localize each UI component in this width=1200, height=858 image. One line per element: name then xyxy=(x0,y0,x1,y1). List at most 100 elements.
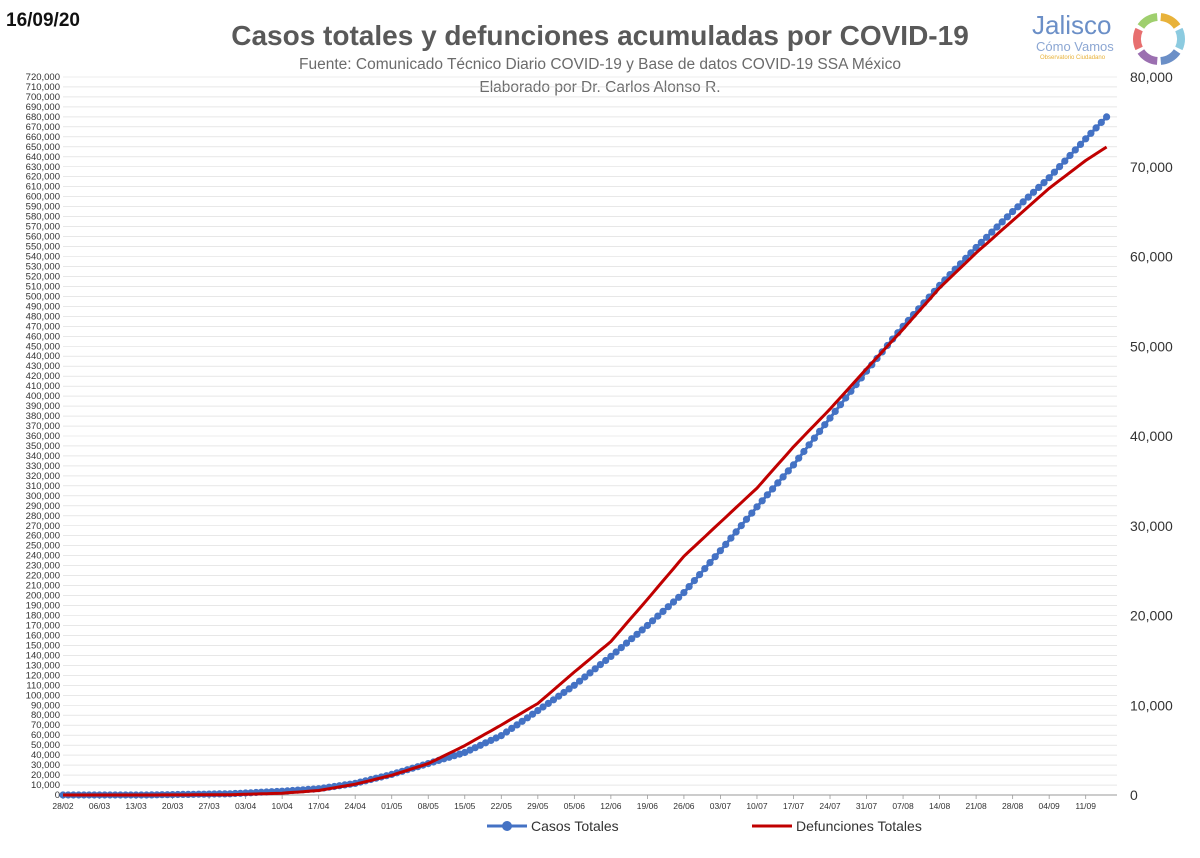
axes: 010,00020,00030,00040,00050,00060,00070,… xyxy=(26,69,1173,811)
y-left-tick-label: 470,000 xyxy=(26,321,60,332)
x-tick-label: 12/06 xyxy=(600,801,622,811)
x-tick-label: 21/08 xyxy=(965,801,987,811)
x-tick-label: 04/09 xyxy=(1039,801,1061,811)
y-left-tick-label: 320,000 xyxy=(26,471,60,482)
y-right-tick-label: 60,000 xyxy=(1130,249,1173,265)
data-point-casos-totales xyxy=(977,238,985,246)
data-point-casos-totales xyxy=(654,612,662,620)
y-left-tick-label: 240,000 xyxy=(26,551,60,562)
logo-ring-segment xyxy=(1160,13,1181,30)
y-left-tick-label: 680,000 xyxy=(26,112,60,123)
data-point-casos-totales xyxy=(607,652,615,661)
data-point-casos-totales xyxy=(805,441,813,449)
y-left-tick-label: 670,000 xyxy=(26,122,60,133)
series xyxy=(59,113,1111,799)
y-right-tick-label: 10,000 xyxy=(1130,697,1173,713)
y-left-tick-label: 260,000 xyxy=(26,531,60,542)
y-left-tick-label: 390,000 xyxy=(26,401,60,412)
x-tick-label: 15/05 xyxy=(454,801,476,811)
x-tick-label: 19/06 xyxy=(637,801,659,811)
data-point-casos-totales xyxy=(753,503,761,511)
y-left-tick-label: 300,000 xyxy=(26,491,60,502)
y-left-tick-label: 610,000 xyxy=(26,182,60,193)
jalisco-como-vamos-logo: Jalisco Cómo Vamos Observatorio Ciudadan… xyxy=(1018,6,1196,66)
data-point-casos-totales xyxy=(1014,203,1022,211)
y-left-tick-label: 560,000 xyxy=(26,232,60,243)
x-tick-label: 31/07 xyxy=(856,801,878,811)
x-tick-label: 11/09 xyxy=(1075,801,1096,811)
y-left-tick-label: 440,000 xyxy=(26,351,60,362)
data-point-casos-totales xyxy=(1103,113,1111,121)
data-point-casos-totales xyxy=(617,644,625,652)
x-tick-label: 10/07 xyxy=(746,801,768,811)
logo-ring-icon xyxy=(1133,13,1185,65)
data-point-casos-totales xyxy=(722,540,730,549)
data-point-casos-totales xyxy=(1040,179,1048,187)
y-left-tick-label: 690,000 xyxy=(26,102,60,113)
data-point-casos-totales xyxy=(549,696,558,704)
y-left-tick-label: 200,000 xyxy=(26,591,60,602)
y-left-tick-label: 10,000 xyxy=(31,780,60,791)
x-tick-label: 14/08 xyxy=(929,801,951,811)
y-left-tick-label: 40,000 xyxy=(31,750,60,761)
y-left-tick-label: 130,000 xyxy=(26,660,60,671)
x-tick-label: 06/03 xyxy=(89,801,111,811)
data-point-casos-totales xyxy=(821,421,829,429)
y-left-tick-label: 450,000 xyxy=(26,341,60,352)
y-left-tick-label: 360,000 xyxy=(26,431,60,442)
y-left-tick-label: 60,000 xyxy=(31,730,60,741)
data-point-casos-totales xyxy=(591,665,599,673)
data-point-casos-totales xyxy=(690,577,699,585)
logo-sub: Cómo Vamos xyxy=(1036,39,1114,54)
data-point-casos-totales xyxy=(1061,157,1069,165)
y-left-tick-label: 250,000 xyxy=(26,541,60,552)
y-left-tick-label: 180,000 xyxy=(26,611,60,622)
data-point-casos-totales xyxy=(779,473,787,481)
x-tick-label: 28/02 xyxy=(52,801,74,811)
y-left-tick-label: 110,000 xyxy=(26,680,60,691)
x-tick-label: 13/03 xyxy=(125,801,147,811)
y-right-tick-label: 80,000 xyxy=(1130,69,1173,85)
y-left-tick-label: 340,000 xyxy=(26,451,60,462)
y-left-tick-label: 80,000 xyxy=(31,710,60,721)
grid xyxy=(63,76,1117,796)
logo-ring-segment xyxy=(1137,13,1158,30)
y-left-tick-label: 540,000 xyxy=(26,252,60,263)
y-left-tick-label: 170,000 xyxy=(26,620,60,631)
data-point-casos-totales xyxy=(508,724,516,733)
y-left-tick-label: 590,000 xyxy=(26,202,60,213)
data-point-casos-totales xyxy=(1071,146,1079,154)
data-point-casos-totales xyxy=(581,673,589,681)
y-right-tick-label: 50,000 xyxy=(1130,338,1173,354)
data-point-casos-totales xyxy=(727,534,735,542)
data-point-casos-totales xyxy=(696,571,704,579)
y-left-tick-label: 290,000 xyxy=(26,501,60,512)
data-point-casos-totales xyxy=(998,218,1006,226)
data-point-casos-totales xyxy=(763,491,772,499)
y-left-tick-label: 580,000 xyxy=(26,212,60,223)
x-tick-label: 03/07 xyxy=(710,801,732,811)
data-point-casos-totales xyxy=(1097,118,1105,126)
data-point-casos-totales xyxy=(523,714,532,722)
data-point-casos-totales xyxy=(795,454,803,462)
x-tick-label: 17/04 xyxy=(308,801,330,811)
data-point-casos-totales xyxy=(701,565,709,573)
y-left-tick-label: 710,000 xyxy=(26,82,60,93)
data-point-casos-totales xyxy=(1056,163,1064,171)
data-point-casos-totales xyxy=(576,677,584,685)
date-stamp: 16/09/20 xyxy=(6,10,80,31)
data-point-casos-totales xyxy=(633,630,641,638)
x-tick-label: 08/05 xyxy=(418,801,440,811)
y-left-tick-label: 50,000 xyxy=(31,740,60,751)
x-tick-label: 05/06 xyxy=(564,801,586,811)
data-point-casos-totales xyxy=(1009,208,1017,216)
y-left-tick-label: 0 xyxy=(55,790,60,801)
data-point-casos-totales xyxy=(1019,198,1027,206)
data-point-casos-totales xyxy=(570,681,578,689)
data-point-casos-totales xyxy=(706,559,714,567)
y-left-tick-label: 220,000 xyxy=(26,571,60,582)
data-point-casos-totales xyxy=(680,589,688,597)
data-point-casos-totales xyxy=(596,661,605,669)
data-point-casos-totales xyxy=(659,607,667,616)
